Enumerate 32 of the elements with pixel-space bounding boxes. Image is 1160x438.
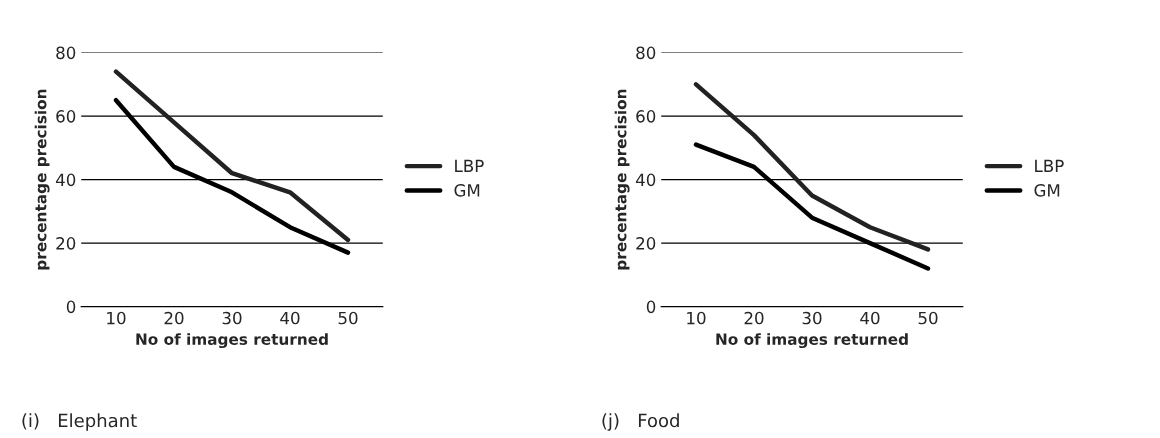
y-tick-label: 20: [636, 237, 656, 250]
y-tick-label: 40: [635, 173, 656, 187]
x-tick-label: 50: [338, 311, 358, 325]
y-tick-label: 20: [56, 237, 76, 250]
legend-label: GM: [1034, 184, 1060, 197]
y-axis-title: precentage precision: [34, 89, 50, 270]
x-tick-label: 30: [802, 311, 822, 325]
legend-label: LBP: [455, 159, 484, 172]
x-axis-title: No of images returned: [136, 333, 328, 349]
text: (i) Elephant: [22, 413, 137, 431]
y-tick-label: 0: [66, 300, 76, 314]
x-tick-label: 20: [744, 311, 764, 325]
text: (j) Food: [602, 413, 679, 431]
y-tick-label: 60: [56, 110, 76, 123]
y-tick-label: 60: [636, 110, 656, 123]
x-tick-label: 10: [107, 311, 126, 325]
y-axis-title: precentage precision: [614, 89, 630, 270]
x-axis-title: No of images returned: [716, 333, 908, 349]
line-series: [693, 82, 931, 252]
x-tick-label: 20: [164, 311, 184, 325]
y-tick-label: 80: [636, 46, 656, 60]
x-tick-label: 40: [860, 311, 880, 325]
y-tick-label: 40: [55, 173, 76, 187]
line-series: [113, 69, 351, 243]
legend-label: LBP: [1035, 159, 1064, 172]
y-tick-label: 0: [646, 300, 656, 314]
x-tick-label: 40: [280, 311, 300, 325]
y-tick-label: 80: [56, 46, 76, 60]
x-tick-label: 30: [222, 311, 242, 325]
legend-label: GM: [454, 184, 480, 197]
x-tick-label: 50: [918, 311, 938, 325]
x-tick-label: 10: [687, 311, 706, 325]
